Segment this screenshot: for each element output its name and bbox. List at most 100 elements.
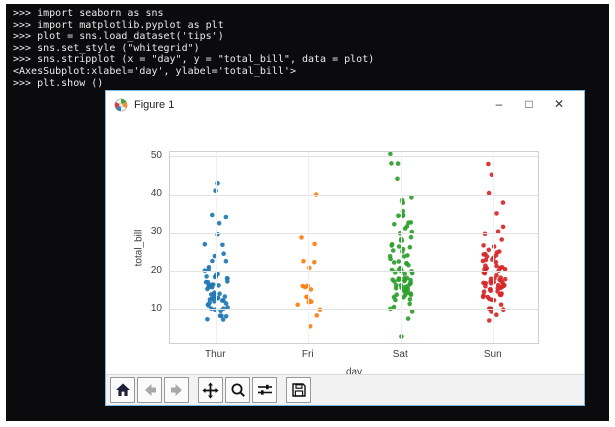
data-point [219, 298, 225, 303]
data-point [494, 312, 499, 317]
data-point [402, 278, 407, 284]
data-point [390, 248, 396, 253]
sliders-icon [257, 384, 272, 395]
x-axis-label: day [345, 367, 363, 374]
window-title: Figure 1 [134, 98, 175, 111]
data-point [402, 271, 407, 276]
data-point [389, 161, 394, 166]
data-point [498, 285, 503, 291]
figure-window: Figure 1 – □ ✕ total_bill day 10 20 30 40 50… [105, 90, 585, 406]
y-tick-label: 30 [150, 226, 162, 238]
data-point [502, 276, 508, 282]
data-point [487, 318, 492, 323]
arrow-right-icon [170, 384, 182, 396]
data-point [480, 258, 486, 264]
x-tick-label: Fri [301, 349, 314, 360]
maximize-button[interactable]: □ [525, 97, 533, 111]
data-point [393, 285, 399, 291]
gridline [170, 271, 538, 273]
data-point [391, 260, 397, 265]
back-button[interactable] [137, 377, 162, 403]
data-point [216, 220, 222, 226]
plot-area [169, 151, 539, 344]
data-point [481, 280, 486, 286]
data-point [299, 235, 304, 240]
data-point [488, 279, 493, 284]
data-point [309, 299, 314, 304]
zoom-button[interactable] [225, 377, 250, 403]
data-point [401, 254, 407, 259]
data-point [313, 192, 319, 197]
configure-subplots-button[interactable] [252, 377, 277, 403]
data-point [219, 313, 224, 318]
y-tick-label: 20 [150, 264, 162, 276]
minimize-button[interactable]: – [495, 97, 503, 111]
data-point [499, 265, 505, 270]
y-tick-label: 10 [150, 302, 162, 314]
data-point [223, 314, 229, 319]
data-point [486, 190, 492, 196]
pan-button[interactable] [198, 377, 223, 403]
data-point [213, 188, 218, 193]
data-point [207, 300, 212, 306]
home-button[interactable] [110, 377, 135, 403]
data-point [409, 195, 414, 200]
data-point [495, 289, 500, 294]
data-point [304, 294, 310, 300]
data-point [220, 317, 226, 322]
save-button[interactable] [286, 377, 311, 403]
data-point [300, 283, 305, 289]
data-point [493, 259, 499, 265]
data-point [499, 237, 505, 242]
gridline [170, 232, 538, 234]
y-tick-label: 50 [150, 149, 162, 161]
data-point [206, 283, 212, 288]
data-point [406, 220, 411, 225]
data-point [495, 229, 501, 234]
data-point [217, 291, 222, 296]
data-point [210, 258, 215, 264]
data-point [222, 294, 228, 299]
data-point [389, 267, 395, 273]
data-point [213, 274, 218, 279]
data-point [393, 297, 398, 303]
pan-arrows-icon [202, 382, 219, 398]
data-point [396, 244, 402, 249]
data-point [225, 305, 230, 310]
data-point [223, 301, 229, 306]
data-point [392, 222, 397, 227]
data-point [396, 213, 401, 219]
forward-button[interactable] [164, 377, 189, 403]
data-point [396, 259, 402, 264]
data-point [205, 317, 210, 322]
data-point [408, 292, 414, 298]
home-icon [115, 383, 130, 396]
data-point [202, 241, 208, 247]
data-point [312, 241, 317, 247]
figure-titlebar[interactable]: Figure 1 – □ ✕ [106, 91, 584, 118]
data-point [402, 226, 408, 231]
x-tick-label: Sat [392, 349, 408, 360]
data-point [489, 172, 495, 178]
terminal-output: >>> import seaborn as sns >>> import mat… [13, 8, 375, 89]
data-point [500, 200, 506, 205]
data-point [209, 296, 215, 301]
data-point [407, 301, 412, 307]
data-point [481, 243, 486, 248]
x-tick-label: Sun [483, 349, 502, 360]
close-button[interactable]: ✕ [553, 97, 565, 111]
data-point [486, 161, 491, 167]
data-point [223, 258, 229, 264]
data-point [307, 265, 312, 271]
gridline [308, 152, 310, 343]
data-point [395, 176, 400, 182]
data-point [395, 161, 401, 166]
data-point [494, 263, 499, 269]
data-point [487, 287, 493, 292]
data-point [486, 247, 492, 253]
x-tick-label: Thur [204, 349, 226, 360]
data-point [407, 297, 413, 302]
arrow-left-icon [144, 384, 156, 396]
data-point [500, 224, 506, 230]
data-point [481, 289, 487, 294]
